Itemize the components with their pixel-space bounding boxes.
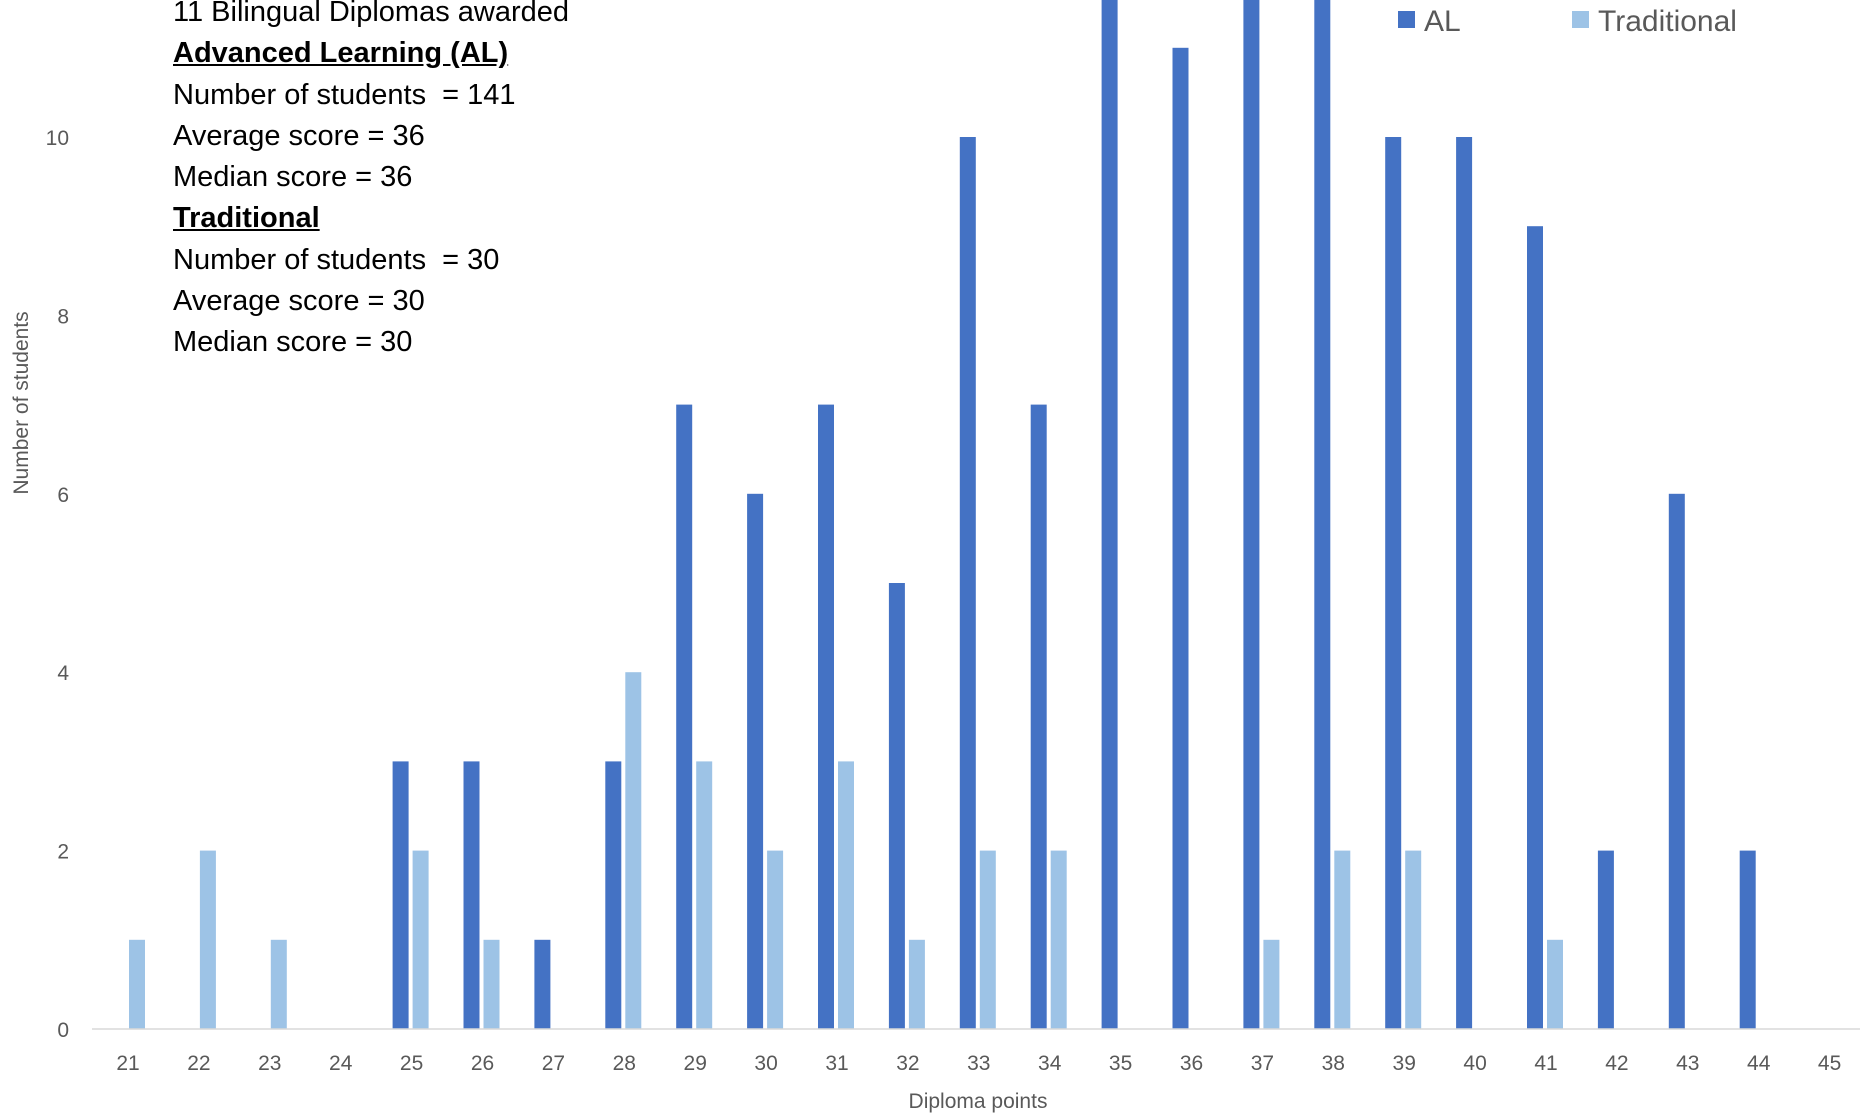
annotation-line: Median score = 36 [173, 161, 413, 194]
annotation-line: Number of students = 141 [173, 78, 516, 111]
bar-traditional-23 [270, 939, 287, 1029]
y-tick-label: 4 [57, 662, 69, 685]
bar-traditional-38 [1334, 850, 1351, 1029]
y-tick-label: 2 [57, 841, 69, 864]
x-tick-label: 42 [1605, 1052, 1628, 1075]
bar-al-43 [1668, 493, 1685, 1029]
y-tick-label: 8 [57, 305, 69, 328]
x-tick-label: 38 [1322, 1052, 1345, 1075]
x-tick-label: 26 [471, 1052, 494, 1075]
x-tick-label: 36 [1180, 1052, 1203, 1075]
x-tick-label: 33 [967, 1052, 990, 1075]
bar-al-41 [1527, 226, 1543, 1029]
bar-al-30 [747, 493, 764, 1029]
bar-traditional-39 [1405, 850, 1422, 1029]
bar-traditional-29 [696, 761, 713, 1029]
x-tick-label: 31 [825, 1052, 848, 1075]
bar-al-27 [534, 939, 551, 1029]
bar-traditional-28 [625, 672, 642, 1029]
x-tick-label: 32 [896, 1052, 919, 1075]
bar-al-37 [1243, 0, 1260, 1029]
x-tick-label: 27 [542, 1052, 565, 1075]
bar-al-28 [605, 761, 622, 1029]
annotation-heading: Traditional [173, 202, 320, 235]
bar-al-42 [1597, 850, 1614, 1029]
bar-traditional-30 [767, 850, 784, 1029]
bar-traditional-22 [199, 850, 216, 1029]
x-tick-label: 30 [754, 1052, 777, 1075]
y-tick-label: 10 [46, 127, 69, 150]
legend: AL Traditional [1398, 5, 1737, 38]
x-tick-label: 23 [258, 1052, 281, 1075]
summary-annotation: 11 Bilingual Diplomas awarded Advanced Le… [173, 0, 569, 364]
x-axis-title: Diploma points [909, 1090, 1048, 1113]
bar-al-38 [1314, 0, 1331, 1029]
bar-traditional-41 [1547, 939, 1563, 1029]
x-tick-label: 43 [1676, 1052, 1699, 1075]
legend-swatch-al [1398, 11, 1415, 28]
x-tick-label: 21 [116, 1052, 139, 1075]
legend-label-traditional: Traditional [1598, 5, 1737, 38]
bar-al-32 [888, 583, 905, 1029]
x-tick-label: 28 [613, 1052, 636, 1075]
bar-al-40 [1456, 137, 1473, 1029]
annotation-line: Median score = 30 [173, 326, 413, 359]
y-axis-title: Number of students [10, 311, 33, 494]
bar-al-31 [818, 404, 834, 1030]
annotation-line: Number of students = 30 [173, 243, 500, 276]
annotation-line: Average score = 30 [173, 285, 425, 318]
annotation-line: 11 Bilingual Diplomas awarded [173, 0, 570, 28]
x-tick-label: 29 [684, 1052, 707, 1075]
bar-al-44 [1739, 850, 1756, 1029]
bar-al-25 [392, 761, 409, 1029]
bar-traditional-31 [838, 761, 854, 1029]
bar-al-36 [1172, 47, 1189, 1030]
x-tick-label: 40 [1463, 1052, 1486, 1075]
bar-al-29 [676, 404, 693, 1030]
x-tick-label: 22 [187, 1052, 210, 1075]
bar-al-26 [463, 761, 480, 1029]
x-tick-label: 44 [1747, 1052, 1771, 1075]
bar-al-39 [1385, 137, 1402, 1029]
bar-traditional-25 [412, 850, 429, 1029]
bar-al-34 [1030, 404, 1047, 1030]
bar-al-33 [959, 137, 976, 1029]
x-tick-label: 25 [400, 1052, 423, 1075]
legend-label-al: AL [1424, 5, 1461, 38]
x-tick-label: 39 [1393, 1052, 1416, 1075]
bar-traditional-32 [908, 939, 925, 1029]
bar-traditional-26 [483, 939, 500, 1029]
y-tick-label: 6 [57, 484, 69, 507]
bar-traditional-33 [979, 850, 996, 1029]
x-tick-label: 41 [1534, 1052, 1557, 1075]
x-tick-label: 34 [1038, 1052, 1062, 1075]
x-tick-label: 37 [1251, 1052, 1274, 1075]
bar-traditional-34 [1050, 850, 1067, 1029]
bar-traditional-37 [1263, 939, 1280, 1029]
legend-swatch-traditional [1572, 11, 1589, 28]
x-tick-label: 24 [329, 1052, 353, 1075]
annotation-line: Average score = 36 [173, 119, 425, 152]
annotation-heading: Advanced Learning (AL) [173, 37, 509, 70]
bar-traditional-21 [129, 939, 145, 1029]
x-tick-label: 45 [1818, 1052, 1841, 1075]
bar-al-35 [1101, 0, 1118, 1029]
y-tick-label: 0 [57, 1019, 69, 1042]
x-tick-label: 35 [1109, 1052, 1132, 1075]
bars-group [129, 0, 1756, 1030]
y-tick-labels: 0 2 4 6 8 10 [46, 127, 70, 1042]
x-tick-labels: 21 22 23 24 25 26 27 28 29 30 31 32 33 34 35 36 37 38 39 40… [116, 1052, 1841, 1075]
